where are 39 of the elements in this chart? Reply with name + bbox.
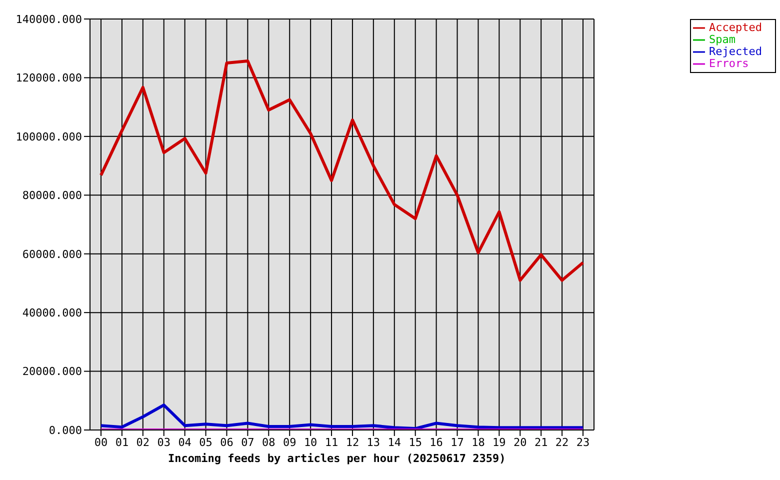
x-tick-label: 19	[492, 436, 506, 449]
x-tick-label: 11	[324, 436, 338, 449]
x-tick-label: 03	[157, 436, 170, 449]
y-tick-label: 140000.000	[16, 12, 82, 26]
legend-label: Accepted	[709, 21, 762, 34]
y-tick-label: 0.000	[48, 424, 82, 437]
x-tick-label: 04	[178, 436, 192, 449]
x-axis-title: Incoming feeds by articles per hour (20250617 2359)	[168, 452, 506, 465]
x-tick-label: 18	[472, 436, 485, 449]
x-tick-label: 13	[366, 436, 380, 449]
y-tick-label: 80000.000	[22, 189, 82, 202]
y-tick-label: 120000.000	[16, 72, 82, 85]
y-tick-label: 20000.000	[22, 365, 82, 378]
legend-label: Rejected	[709, 45, 762, 58]
legend-label: Spam	[709, 33, 736, 46]
x-tick-label: 20	[514, 436, 527, 449]
line-series	[100, 404, 584, 430]
x-tick-label: 12	[346, 436, 360, 449]
y-tick-label: 40000.000	[22, 306, 82, 320]
x-tick-label: 08	[262, 436, 276, 449]
legend-label: Errors	[709, 57, 749, 70]
x-tick-label: 23	[576, 436, 590, 449]
x-tick-label: 16	[430, 436, 443, 449]
x-tick-label: 06	[220, 436, 234, 449]
x-tick-label: 21	[534, 436, 548, 449]
x-tick-label: 00	[94, 436, 108, 449]
y-tick-label: 100000.000	[16, 130, 82, 144]
x-tick-label: 07	[241, 436, 254, 449]
x-tick-label: 02	[136, 436, 150, 449]
x-tick-label: 15	[408, 436, 422, 449]
x-tick-label: 01	[115, 436, 129, 449]
y-tick-label: 60000.000	[22, 248, 82, 261]
x-tick-label: 09	[282, 436, 296, 449]
x-tick-label: 22	[555, 436, 569, 449]
x-tick-label: 14	[388, 436, 402, 449]
line-series	[100, 59, 584, 282]
x-tick-label: 17	[450, 436, 464, 449]
x-tick-label: 10	[304, 436, 318, 449]
x-tick-label: 05	[199, 436, 212, 449]
